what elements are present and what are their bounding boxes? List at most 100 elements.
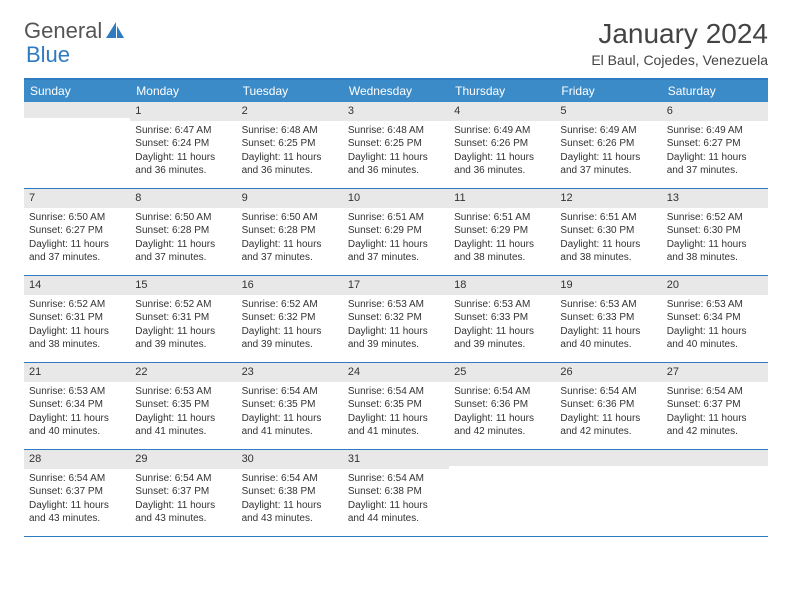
cell-body: Sunrise: 6:49 AMSunset: 6:26 PMDaylight:… — [449, 121, 555, 183]
calendar-cell: 3Sunrise: 6:48 AMSunset: 6:25 PMDaylight… — [343, 102, 449, 188]
cell-body: Sunrise: 6:53 AMSunset: 6:35 PMDaylight:… — [130, 382, 236, 444]
sunrise-text: Sunrise: 6:54 AM — [348, 472, 444, 486]
sunrise-text: Sunrise: 6:53 AM — [560, 298, 656, 312]
cell-body: Sunrise: 6:50 AMSunset: 6:28 PMDaylight:… — [237, 208, 343, 270]
sunrise-text: Sunrise: 6:49 AM — [454, 124, 550, 138]
cell-body — [449, 466, 555, 474]
sunset-text: Sunset: 6:35 PM — [348, 398, 444, 412]
calendar-cell — [555, 450, 661, 536]
cell-body: Sunrise: 6:54 AMSunset: 6:38 PMDaylight:… — [237, 469, 343, 531]
sunset-text: Sunset: 6:38 PM — [242, 485, 338, 499]
week-row: 14Sunrise: 6:52 AMSunset: 6:31 PMDayligh… — [24, 276, 768, 363]
day-number: 24 — [343, 363, 449, 382]
daylight-text: Daylight: 11 hours and 37 minutes. — [560, 151, 656, 178]
calendar-cell: 23Sunrise: 6:54 AMSunset: 6:35 PMDayligh… — [237, 363, 343, 449]
day-number: 17 — [343, 276, 449, 295]
sunset-text: Sunset: 6:35 PM — [242, 398, 338, 412]
sunset-text: Sunset: 6:27 PM — [667, 137, 763, 151]
sunrise-text: Sunrise: 6:53 AM — [454, 298, 550, 312]
daylight-text: Daylight: 11 hours and 42 minutes. — [560, 412, 656, 439]
cell-body: Sunrise: 6:48 AMSunset: 6:25 PMDaylight:… — [343, 121, 449, 183]
week-row: 21Sunrise: 6:53 AMSunset: 6:34 PMDayligh… — [24, 363, 768, 450]
day-number: 7 — [24, 189, 130, 208]
sunset-text: Sunset: 6:25 PM — [348, 137, 444, 151]
calendar-cell: 27Sunrise: 6:54 AMSunset: 6:37 PMDayligh… — [662, 363, 768, 449]
day-number: 31 — [343, 450, 449, 469]
day-header: Tuesday — [237, 80, 343, 102]
day-header: Sunday — [24, 80, 130, 102]
sunrise-text: Sunrise: 6:51 AM — [454, 211, 550, 225]
daylight-text: Daylight: 11 hours and 39 minutes. — [135, 325, 231, 352]
daylight-text: Daylight: 11 hours and 37 minutes. — [348, 238, 444, 265]
month-title: January 2024 — [591, 18, 768, 50]
calendar-cell: 14Sunrise: 6:52 AMSunset: 6:31 PMDayligh… — [24, 276, 130, 362]
cell-body: Sunrise: 6:52 AMSunset: 6:31 PMDaylight:… — [130, 295, 236, 357]
calendar-cell: 24 Sunrise: 6:54 AMSunset: 6:35 PMDayligh… — [343, 363, 449, 449]
calendar-cell: 2Sunrise: 6:48 AMSunset: 6:25 PMDaylight… — [237, 102, 343, 188]
calendar-cell: 25Sunrise: 6:54 AMSunset: 6:36 PMDayligh… — [449, 363, 555, 449]
day-number — [24, 102, 130, 118]
cell-body: Sunrise: 6:54 AMSunset: 6:38 PMDaylight:… — [343, 469, 449, 531]
cell-body: Sunrise: 6:53 AMSunset: 6:32 PMDaylight:… — [343, 295, 449, 357]
calendar-cell: 11Sunrise: 6:51 AMSunset: 6:29 PMDayligh… — [449, 189, 555, 275]
calendar-cell: 7Sunrise: 6:50 AMSunset: 6:27 PMDaylight… — [24, 189, 130, 275]
week-row: 7Sunrise: 6:50 AMSunset: 6:27 PMDaylight… — [24, 189, 768, 276]
day-number: 15 — [130, 276, 236, 295]
cell-body: Sunrise: 6:51 AMSunset: 6:29 PMDaylight:… — [449, 208, 555, 270]
day-number: 4 — [449, 102, 555, 121]
daylight-text: Daylight: 11 hours and 36 minutes. — [454, 151, 550, 178]
day-header: Friday — [555, 80, 661, 102]
calendar-cell: 6Sunrise: 6:49 AMSunset: 6:27 PMDaylight… — [662, 102, 768, 188]
daylight-text: Daylight: 11 hours and 36 minutes. — [135, 151, 231, 178]
calendar-cell: 26Sunrise: 6:54 AMSunset: 6:36 PMDayligh… — [555, 363, 661, 449]
sunrise-text: Sunrise: 6:53 AM — [29, 385, 125, 399]
sunrise-text: Sunrise: 6:54 AM — [454, 385, 550, 399]
sunrise-text: Sunrise: 6:54 AM — [348, 385, 444, 399]
sunrise-text: Sunrise: 6:51 AM — [560, 211, 656, 225]
brand-part2: Blue — [26, 42, 70, 68]
day-number: 8 — [130, 189, 236, 208]
day-number: 13 — [662, 189, 768, 208]
calendar-cell — [449, 450, 555, 536]
cell-body: Sunrise: 6:54 AMSunset: 6:36 PMDaylight:… — [449, 382, 555, 444]
day-number: 26 — [555, 363, 661, 382]
sunset-text: Sunset: 6:30 PM — [667, 224, 763, 238]
daylight-text: Daylight: 11 hours and 41 minutes. — [348, 412, 444, 439]
calendar-cell: 12Sunrise: 6:51 AMSunset: 6:30 PMDayligh… — [555, 189, 661, 275]
page-header: General January 2024 El Baul, Cojedes, V… — [24, 18, 768, 68]
cell-body — [555, 466, 661, 474]
daylight-text: Daylight: 11 hours and 42 minutes. — [454, 412, 550, 439]
day-number: 6 — [662, 102, 768, 121]
cell-body: Sunrise: 6:52 AMSunset: 6:31 PMDaylight:… — [24, 295, 130, 357]
sunset-text: Sunset: 6:31 PM — [135, 311, 231, 325]
calendar-cell: 15Sunrise: 6:52 AMSunset: 6:31 PMDayligh… — [130, 276, 236, 362]
sunset-text: Sunset: 6:38 PM — [348, 485, 444, 499]
daylight-text: Daylight: 11 hours and 37 minutes. — [29, 238, 125, 265]
sunrise-text: Sunrise: 6:54 AM — [135, 472, 231, 486]
sunset-text: Sunset: 6:26 PM — [560, 137, 656, 151]
day-number: 25 — [449, 363, 555, 382]
calendar-cell: 31Sunrise: 6:54 AMSunset: 6:38 PMDayligh… — [343, 450, 449, 536]
day-number: 11 — [449, 189, 555, 208]
day-number — [662, 450, 768, 466]
sunrise-text: Sunrise: 6:50 AM — [242, 211, 338, 225]
sunset-text: Sunset: 6:24 PM — [135, 137, 231, 151]
sunset-text: Sunset: 6:33 PM — [560, 311, 656, 325]
calendar-cell: 1Sunrise: 6:47 AMSunset: 6:24 PMDaylight… — [130, 102, 236, 188]
sunset-text: Sunset: 6:34 PM — [667, 311, 763, 325]
day-number: 19 — [555, 276, 661, 295]
calendar-cell: 30Sunrise: 6:54 AMSunset: 6:38 PMDayligh… — [237, 450, 343, 536]
calendar-cell: 16Sunrise: 6:52 AMSunset: 6:32 PMDayligh… — [237, 276, 343, 362]
day-header: Monday — [130, 80, 236, 102]
sunset-text: Sunset: 6:30 PM — [560, 224, 656, 238]
day-number: 20 — [662, 276, 768, 295]
brand-part1: General — [24, 18, 102, 44]
daylight-text: Daylight: 11 hours and 39 minutes. — [348, 325, 444, 352]
calendar-cell: 10Sunrise: 6:51 AMSunset: 6:29 PMDayligh… — [343, 189, 449, 275]
daylight-text: Daylight: 11 hours and 41 minutes. — [135, 412, 231, 439]
weeks-container: 1Sunrise: 6:47 AMSunset: 6:24 PMDaylight… — [24, 102, 768, 537]
sunrise-text: Sunrise: 6:54 AM — [667, 385, 763, 399]
sunset-text: Sunset: 6:28 PM — [135, 224, 231, 238]
daylight-text: Daylight: 11 hours and 43 minutes. — [135, 499, 231, 526]
calendar-cell: 22Sunrise: 6:53 AMSunset: 6:35 PMDayligh… — [130, 363, 236, 449]
